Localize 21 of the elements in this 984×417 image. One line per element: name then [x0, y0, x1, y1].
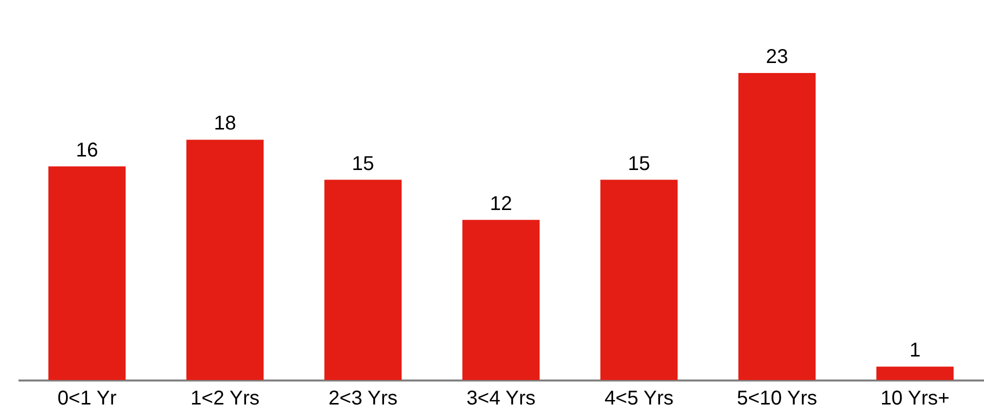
x-tick-label: 1<2 Yrs [190, 388, 260, 410]
bar [738, 73, 816, 380]
x-tick-label: 4<5 Yrs [604, 388, 674, 410]
x-tick-label: 10 Yrs+ [880, 388, 950, 410]
data-label: 18 [214, 112, 236, 135]
bar [462, 220, 540, 380]
x-tick-label: 2<3 Yrs [328, 388, 398, 410]
bar [876, 366, 954, 380]
bar [48, 166, 126, 380]
data-label: 15 [628, 152, 650, 175]
bar [600, 180, 678, 380]
data-label: 1 [909, 340, 921, 362]
x-tick-label: 5<10 Yrs [736, 388, 818, 410]
bar [186, 140, 264, 380]
x-tick-label: 3<4 Yrs [466, 388, 536, 410]
x-tick-label: 0<1 Yr [57, 388, 117, 410]
data-label: 12 [490, 192, 512, 215]
bar [324, 180, 402, 380]
data-label: 15 [352, 152, 374, 175]
data-label: 16 [76, 139, 98, 162]
data-label: 23 [766, 46, 788, 68]
